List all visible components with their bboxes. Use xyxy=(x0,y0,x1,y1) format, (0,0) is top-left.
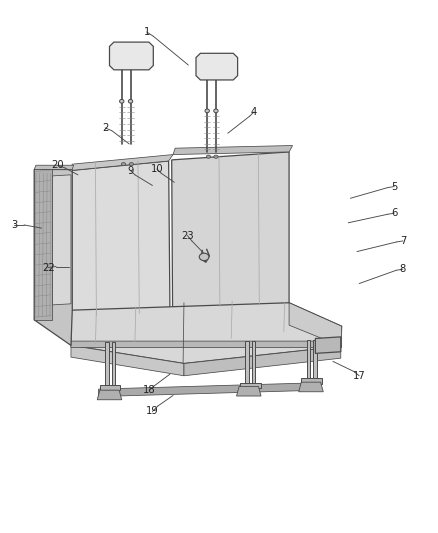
Polygon shape xyxy=(196,53,237,80)
Text: 23: 23 xyxy=(181,231,194,240)
Ellipse shape xyxy=(206,155,211,158)
Polygon shape xyxy=(105,342,109,385)
Polygon shape xyxy=(34,169,72,345)
Text: 9: 9 xyxy=(127,166,134,175)
Polygon shape xyxy=(240,383,261,388)
Text: 4: 4 xyxy=(251,107,257,117)
Polygon shape xyxy=(53,175,71,305)
Text: 3: 3 xyxy=(11,220,17,230)
Polygon shape xyxy=(97,390,122,400)
Polygon shape xyxy=(315,337,341,353)
Polygon shape xyxy=(237,386,261,396)
Ellipse shape xyxy=(199,253,209,261)
Ellipse shape xyxy=(129,163,134,166)
Polygon shape xyxy=(34,165,74,169)
Polygon shape xyxy=(71,341,342,348)
Text: 22: 22 xyxy=(42,263,55,272)
Polygon shape xyxy=(112,342,115,385)
Polygon shape xyxy=(299,382,323,392)
Polygon shape xyxy=(34,169,52,320)
Text: 20: 20 xyxy=(52,160,64,170)
Polygon shape xyxy=(245,341,249,383)
Text: 6: 6 xyxy=(391,208,397,218)
Text: 5: 5 xyxy=(391,182,397,191)
Polygon shape xyxy=(184,346,341,376)
Text: 1: 1 xyxy=(144,27,150,37)
Ellipse shape xyxy=(214,155,218,158)
Text: 19: 19 xyxy=(146,407,159,416)
Polygon shape xyxy=(99,383,320,397)
Polygon shape xyxy=(289,303,342,346)
Polygon shape xyxy=(71,345,184,376)
Text: 10: 10 xyxy=(151,164,163,174)
Polygon shape xyxy=(110,42,153,70)
Polygon shape xyxy=(100,385,120,390)
Polygon shape xyxy=(70,161,170,319)
Ellipse shape xyxy=(128,99,133,103)
Ellipse shape xyxy=(205,109,209,112)
Text: 8: 8 xyxy=(400,264,406,274)
Ellipse shape xyxy=(214,109,218,112)
Ellipse shape xyxy=(121,163,126,166)
Ellipse shape xyxy=(120,99,124,103)
Polygon shape xyxy=(172,152,289,309)
Text: 17: 17 xyxy=(353,371,366,381)
Polygon shape xyxy=(173,146,293,155)
Text: 2: 2 xyxy=(102,123,108,133)
Text: 7: 7 xyxy=(400,236,406,246)
Polygon shape xyxy=(313,340,317,378)
Polygon shape xyxy=(70,155,173,171)
Polygon shape xyxy=(71,303,342,364)
Polygon shape xyxy=(307,340,310,378)
Text: 18: 18 xyxy=(143,385,155,395)
Polygon shape xyxy=(252,341,255,383)
Polygon shape xyxy=(301,378,322,384)
